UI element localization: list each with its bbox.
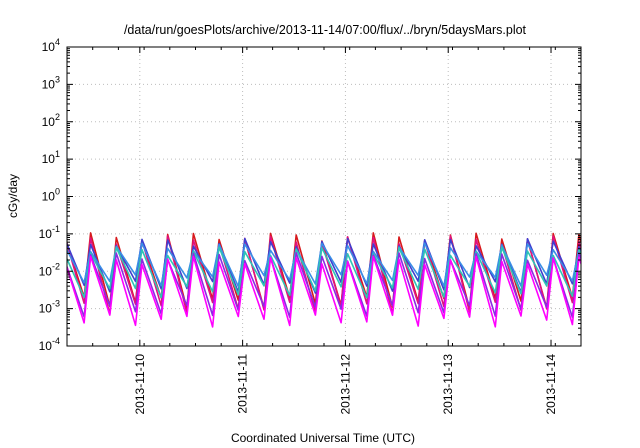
series-line — [67, 252, 581, 319]
y-tick-label: 100 — [42, 187, 60, 204]
y-tick-label: 103 — [42, 74, 60, 91]
y-tick-label: 10-2 — [39, 261, 60, 278]
y-tick-label: 101 — [42, 149, 60, 166]
series-line — [67, 255, 581, 328]
x-tick-label: 2013-11-12 — [338, 354, 352, 415]
x-axis-label: Coordinated Universal Time (UTC) — [231, 431, 415, 445]
plot-frame — [66, 46, 582, 347]
series-line — [67, 246, 581, 299]
x-tick-label: 2013-11-10 — [133, 354, 147, 415]
y-tick-label: 104 — [42, 37, 60, 54]
chart-title: /data/run/goesPlots/archive/2013-11-14/0… — [124, 23, 527, 37]
y-axis-label: cGy/day — [6, 174, 20, 218]
x-tick-label: 2013-11-11 — [236, 354, 250, 414]
y-tick-label: 10-1 — [39, 224, 60, 241]
x-tick-label: 2013-11-14 — [544, 354, 558, 415]
grid — [67, 47, 581, 346]
x-axis: 2013-11-10 2013-11-11 2013-11-12 2013-11-13… — [66, 47, 582, 415]
series-line — [67, 242, 581, 288]
x-tick-label: 2013-11-13 — [441, 354, 455, 415]
y-tick-label: 10-3 — [39, 299, 60, 316]
series-group — [67, 232, 581, 328]
y-tick-label: 10-4 — [39, 336, 60, 353]
y-tick-label: 102 — [42, 112, 60, 129]
